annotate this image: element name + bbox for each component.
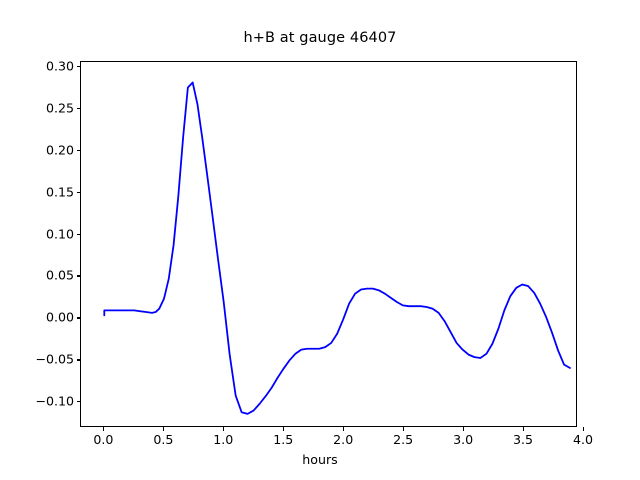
x-tick-mark <box>523 427 525 431</box>
y-tick-label: 0.25 <box>45 100 74 116</box>
x-tick-mark <box>163 427 165 431</box>
line-series-h-plus-b <box>103 81 571 415</box>
x-tick-label: 2.0 <box>333 432 354 447</box>
x-tick-mark <box>582 427 585 431</box>
x-tick-label: 3.5 <box>513 432 534 447</box>
plot-area <box>80 61 577 427</box>
y-tick-label: −0.10 <box>35 393 74 409</box>
y-tick-label: 0.30 <box>45 58 74 74</box>
x-tick-mark <box>403 427 405 431</box>
y-tick-label: 0.10 <box>45 226 74 241</box>
y-tick-label: 0.05 <box>45 267 74 283</box>
y-tick-label: −0.05 <box>35 351 74 367</box>
x-tick-label: 0.5 <box>153 432 174 447</box>
x-axis-label: hours <box>302 452 338 467</box>
x-tick-mark <box>463 427 465 431</box>
x-tick-label: 1.0 <box>213 432 234 447</box>
x-tick-label: 4.0 <box>572 432 593 447</box>
x-tick-mark <box>343 427 345 431</box>
y-tick-label: 0.20 <box>45 142 74 158</box>
y-tick-label: 0.00 <box>45 309 74 325</box>
x-tick-label: 2.5 <box>393 432 414 447</box>
y-tick-label: 0.15 <box>45 184 74 200</box>
x-tick-mark <box>103 427 105 431</box>
x-tick-mark <box>283 427 285 431</box>
x-tick-label: 0.0 <box>93 432 114 447</box>
x-tick-label: 3.0 <box>453 432 474 447</box>
chart-title: h+B at gauge 46407 <box>243 30 397 46</box>
curve-polyline <box>103 81 571 415</box>
x-tick-label: 1.5 <box>273 432 294 447</box>
x-tick-mark <box>223 427 225 431</box>
